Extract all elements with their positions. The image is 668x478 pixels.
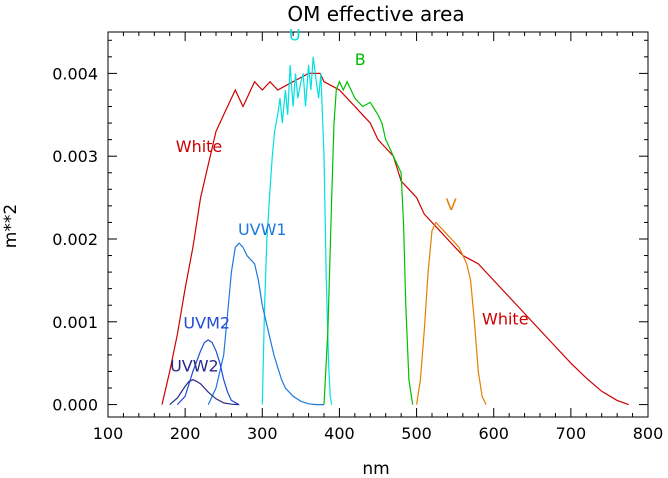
series-label-v: V — [446, 195, 457, 214]
series-label-uvm2: UVM2 — [183, 313, 230, 332]
y-tick-label: 0.002 — [52, 230, 98, 249]
series-line-white — [161, 72, 629, 406]
plot-frame — [107, 31, 649, 418]
x-tick-label: 100 — [93, 424, 124, 443]
series-label-b: B — [355, 50, 366, 69]
x-tick-label: 800 — [633, 424, 664, 443]
series-label-uvw2: UVW2 — [170, 356, 219, 375]
x-axis: 100 200 300 400 500 600 700 800 — [93, 32, 664, 443]
x-axis-title: nm — [362, 459, 389, 478]
x-tick-label: 500 — [401, 424, 432, 443]
x-tick-label: 600 — [478, 424, 509, 443]
plot-border — [107, 31, 649, 418]
y-tick-label: 0.000 — [52, 396, 98, 415]
y-tick-label: 0.004 — [52, 64, 98, 83]
series-labels: White White U B V UVW1 UVM2 UVW2 — [170, 25, 528, 375]
series-line-b — [323, 80, 414, 405]
x-tick-label: 400 — [324, 424, 355, 443]
x-tick-label: 200 — [170, 424, 201, 443]
series-line-uvm2 — [176, 339, 240, 406]
series-label-u: U — [289, 25, 301, 44]
y-tick-label: 0.001 — [52, 313, 98, 332]
series-line-u — [261, 56, 333, 405]
series-label-uvw1: UVW1 — [238, 220, 287, 239]
series-label-white: White — [176, 137, 223, 156]
chart-title: OM effective area — [287, 2, 464, 26]
x-tick-label: 700 — [556, 424, 587, 443]
y-axis-title: m**2 — [1, 204, 21, 248]
series-line-uvw1 — [207, 242, 324, 406]
series-label-white: White — [482, 309, 529, 328]
series-line-uvw2 — [169, 379, 240, 406]
x-tick-label: 300 — [247, 424, 278, 443]
y-axis: 0.000 0.001 0.002 0.003 0.004 — [52, 39, 648, 415]
series-lines — [161, 56, 629, 406]
series-line-v — [416, 221, 487, 405]
y-tick-label: 0.003 — [52, 147, 98, 166]
